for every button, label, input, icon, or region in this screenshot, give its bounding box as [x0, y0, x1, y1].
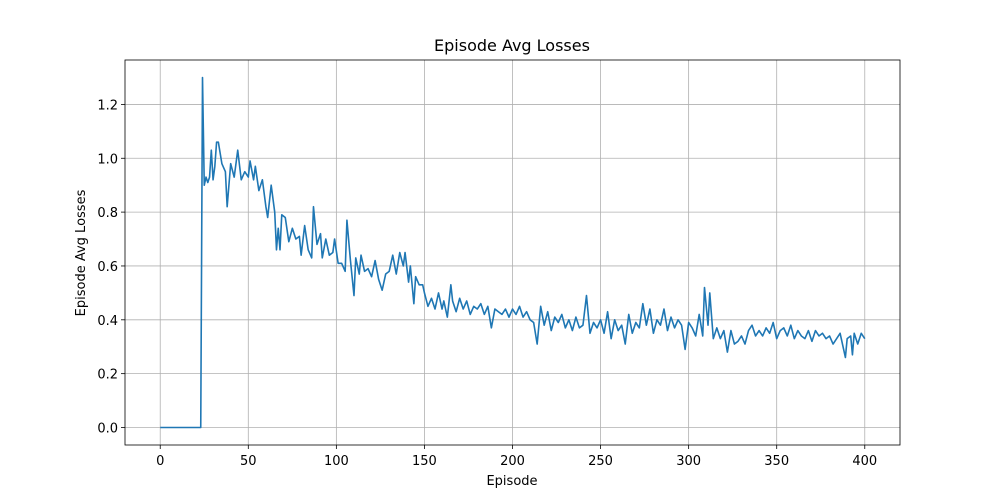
y-tick-label: 1.2	[97, 98, 118, 113]
x-tick-label: 300	[676, 454, 701, 469]
y-tick-label: 1.0	[97, 152, 118, 167]
plot-frame	[124, 59, 901, 446]
x-tick-label: 200	[500, 454, 525, 469]
y-tick-label: 0.6	[97, 260, 118, 275]
x-tick-label: 250	[588, 454, 613, 469]
x-tick-label: 0	[156, 454, 164, 469]
y-tick-label: 0.8	[97, 206, 118, 221]
y-tick-label: 0.2	[97, 368, 118, 383]
x-axis-label: Episode	[486, 474, 537, 489]
x-tick-label: 400	[852, 454, 877, 469]
x-tick-label: 100	[324, 454, 349, 469]
data-line	[160, 76, 866, 429]
y-tick-label: 0.0	[97, 422, 118, 437]
y-tick-label: 0.4	[97, 314, 118, 329]
x-tick-label: 50	[240, 454, 257, 469]
y-axis-label: Episode Avg Losses	[74, 189, 89, 316]
chart-title: Episode Avg Losses	[434, 36, 590, 55]
x-tick-label: 350	[764, 454, 789, 469]
x-tick-label: 150	[412, 454, 437, 469]
